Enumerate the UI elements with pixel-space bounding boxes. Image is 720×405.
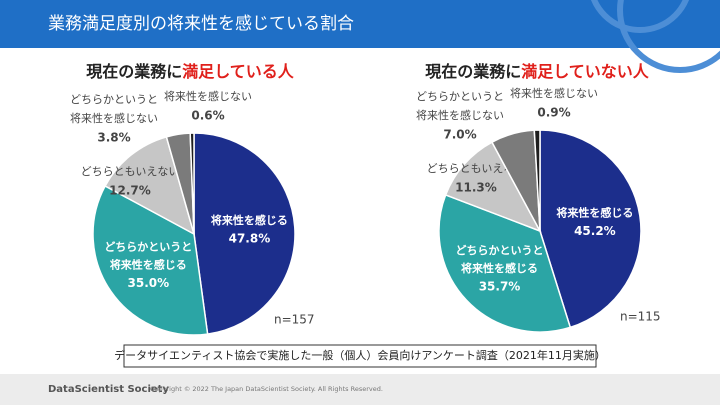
slice-label: どちらかというと将来性を感じない <box>70 93 158 125</box>
pie-slice <box>539 129 642 329</box>
pie-slice <box>438 193 572 333</box>
footer-copyright: Copyright © 2022 The Japan DataScientist… <box>150 385 383 393</box>
slice-value-label: 0.6% <box>191 109 224 123</box>
slice-label: 将来性を感じる <box>211 213 288 227</box>
slice-value-label: 7.0% <box>443 128 476 142</box>
pie-slice <box>193 132 296 335</box>
slice-value-label: 3.8% <box>97 131 130 145</box>
slice-label: どちらかというと将来性を感じる <box>456 244 544 275</box>
chart-title: 現在の業務に満足していない人 <box>425 62 650 81</box>
slice-value-label: 47.8% <box>229 232 271 246</box>
slice-label: どちらともいえない <box>427 162 526 175</box>
sample-size: n=115 <box>620 310 661 324</box>
pie-slice <box>92 184 209 336</box>
slice-label: 将来性を感じない <box>510 86 598 100</box>
note-box <box>123 344 597 368</box>
chart-title-prefix: 現在の業務に <box>425 62 521 81</box>
header-title: 業務満足度別の将来性を感じている割合 <box>48 14 354 34</box>
header-decoration <box>617 0 720 73</box>
slice-value-label: 0.9% <box>537 106 570 120</box>
slice-label: どちらかというと将来性を感じる <box>104 241 192 272</box>
slice-value-label: 35.7% <box>479 280 521 294</box>
note: データサイエンティスト協会で実施した一般（個人）会員向けアンケート調査（2021… <box>114 348 606 362</box>
slice-label: どちらかというと将来性を感じない <box>416 90 504 122</box>
slice-value-label: 35.0% <box>128 276 170 290</box>
footer-brand: DataScientist Society <box>48 384 169 395</box>
sample-size: n=157 <box>274 313 315 327</box>
slice-value-label: 45.2% <box>574 224 616 238</box>
pie-slice <box>444 141 542 233</box>
pie-slice <box>533 129 541 232</box>
chart-title-emphasis: 満足していない人 <box>521 62 650 81</box>
slice-value-label: 11.3% <box>455 181 497 195</box>
slice-label: 将来性を感じない <box>164 89 252 103</box>
chart-title-emphasis: 満足している人 <box>182 62 295 81</box>
slice-label: 将来性を感じる <box>556 206 633 220</box>
slice-label: どちらともいえない <box>81 165 180 178</box>
pie-slice <box>104 135 196 236</box>
header-decoration <box>590 0 690 33</box>
chart-title-prefix: 現在の業務に <box>86 62 182 81</box>
slice-value-label: 12.7% <box>109 184 151 198</box>
footer-band <box>0 374 720 405</box>
pie-slice <box>189 132 195 235</box>
chart-title: 現在の業務に満足している人 <box>86 62 295 81</box>
